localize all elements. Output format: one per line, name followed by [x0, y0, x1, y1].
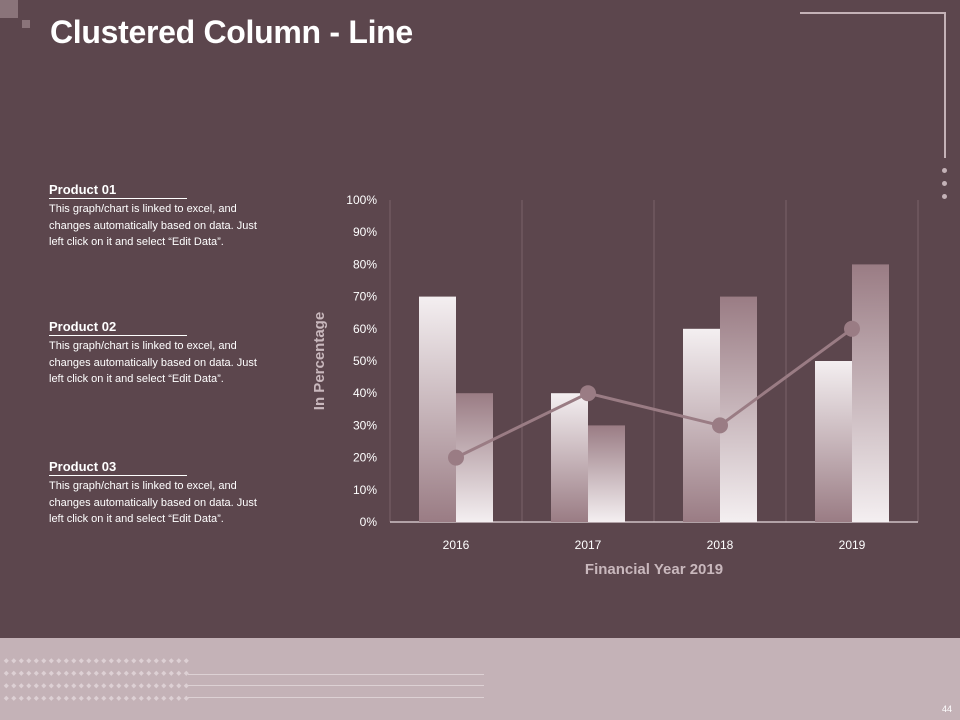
- product-description: This graph/chart is linked to excel, and…: [49, 340, 257, 385]
- x-tick-label: 2019: [839, 538, 866, 552]
- y-tick-label: 30%: [353, 418, 377, 432]
- footer-line: [188, 697, 484, 698]
- corner-decoration-square: [0, 0, 18, 18]
- product-block-2: Product 02 This graph/chart is linked to…: [49, 318, 269, 388]
- x-tick-label: 2018: [707, 538, 734, 552]
- product-title: Product 01: [49, 182, 187, 199]
- bar-series-2: [852, 264, 889, 522]
- product-title: Product 03: [49, 459, 187, 476]
- bar-series-2: [720, 296, 757, 522]
- product-title: Product 02: [49, 319, 187, 336]
- x-axis-label: Financial Year 2019: [585, 561, 723, 578]
- y-tick-label: 100%: [346, 193, 377, 207]
- footer-line: [188, 685, 484, 686]
- chart-line-series: [448, 320, 860, 466]
- y-tick-label: 10%: [353, 483, 377, 497]
- frame-right-line: [944, 12, 946, 158]
- bar-series-1: [815, 361, 852, 522]
- corner-decoration-small-square: [22, 20, 30, 28]
- bar-series-1: [419, 296, 456, 522]
- y-tick-label: 70%: [353, 290, 377, 304]
- y-tick-label: 50%: [353, 354, 377, 368]
- y-tick-label: 40%: [353, 386, 377, 400]
- footer-diamond-pattern: [3, 656, 189, 706]
- page-number: 44: [941, 704, 952, 714]
- product-block-3: Product 03 This graph/chart is linked to…: [49, 458, 269, 528]
- bar-series-1: [551, 393, 588, 522]
- slide-title: Clustered Column - Line: [50, 14, 413, 50]
- line-series-point: [712, 417, 728, 434]
- y-axis-label: In Percentage: [311, 312, 328, 410]
- product-description: This graph/chart is linked to excel, and…: [49, 203, 257, 248]
- y-tick-label: 80%: [353, 257, 377, 271]
- x-tick-label: 2017: [575, 538, 602, 552]
- chart-tick-labels: 0% 10% 20% 30% 40% 50% 60% 70% 80% 90% 100% 2016 201…: [346, 193, 865, 552]
- frame-dot: [942, 168, 947, 173]
- bar-series-2: [588, 425, 625, 522]
- footer-line: [188, 674, 484, 675]
- line-series-path: [455, 327, 853, 459]
- y-tick-label: 20%: [353, 451, 377, 465]
- frame-top-line: [800, 12, 946, 14]
- clustered-column-line-chart: 0% 10% 20% 30% 40% 50% 60% 70% 80% 90% 100% 2016 201…: [311, 193, 919, 578]
- line-series-point: [844, 320, 860, 337]
- frame-dot: [942, 194, 947, 199]
- line-series-point: [580, 385, 596, 402]
- x-tick-label: 2016: [443, 538, 470, 552]
- y-tick-label: 90%: [353, 225, 377, 239]
- product-description: This graph/chart is linked to excel, and…: [49, 480, 257, 525]
- product-block-1: Product 01 This graph/chart is linked to…: [49, 181, 269, 251]
- frame-dot: [942, 181, 947, 186]
- line-series-point: [448, 449, 464, 466]
- footer-band: 44: [0, 638, 960, 720]
- chart-bars: [419, 264, 889, 522]
- y-tick-label: 60%: [353, 322, 377, 336]
- y-tick-label: 0%: [360, 515, 378, 529]
